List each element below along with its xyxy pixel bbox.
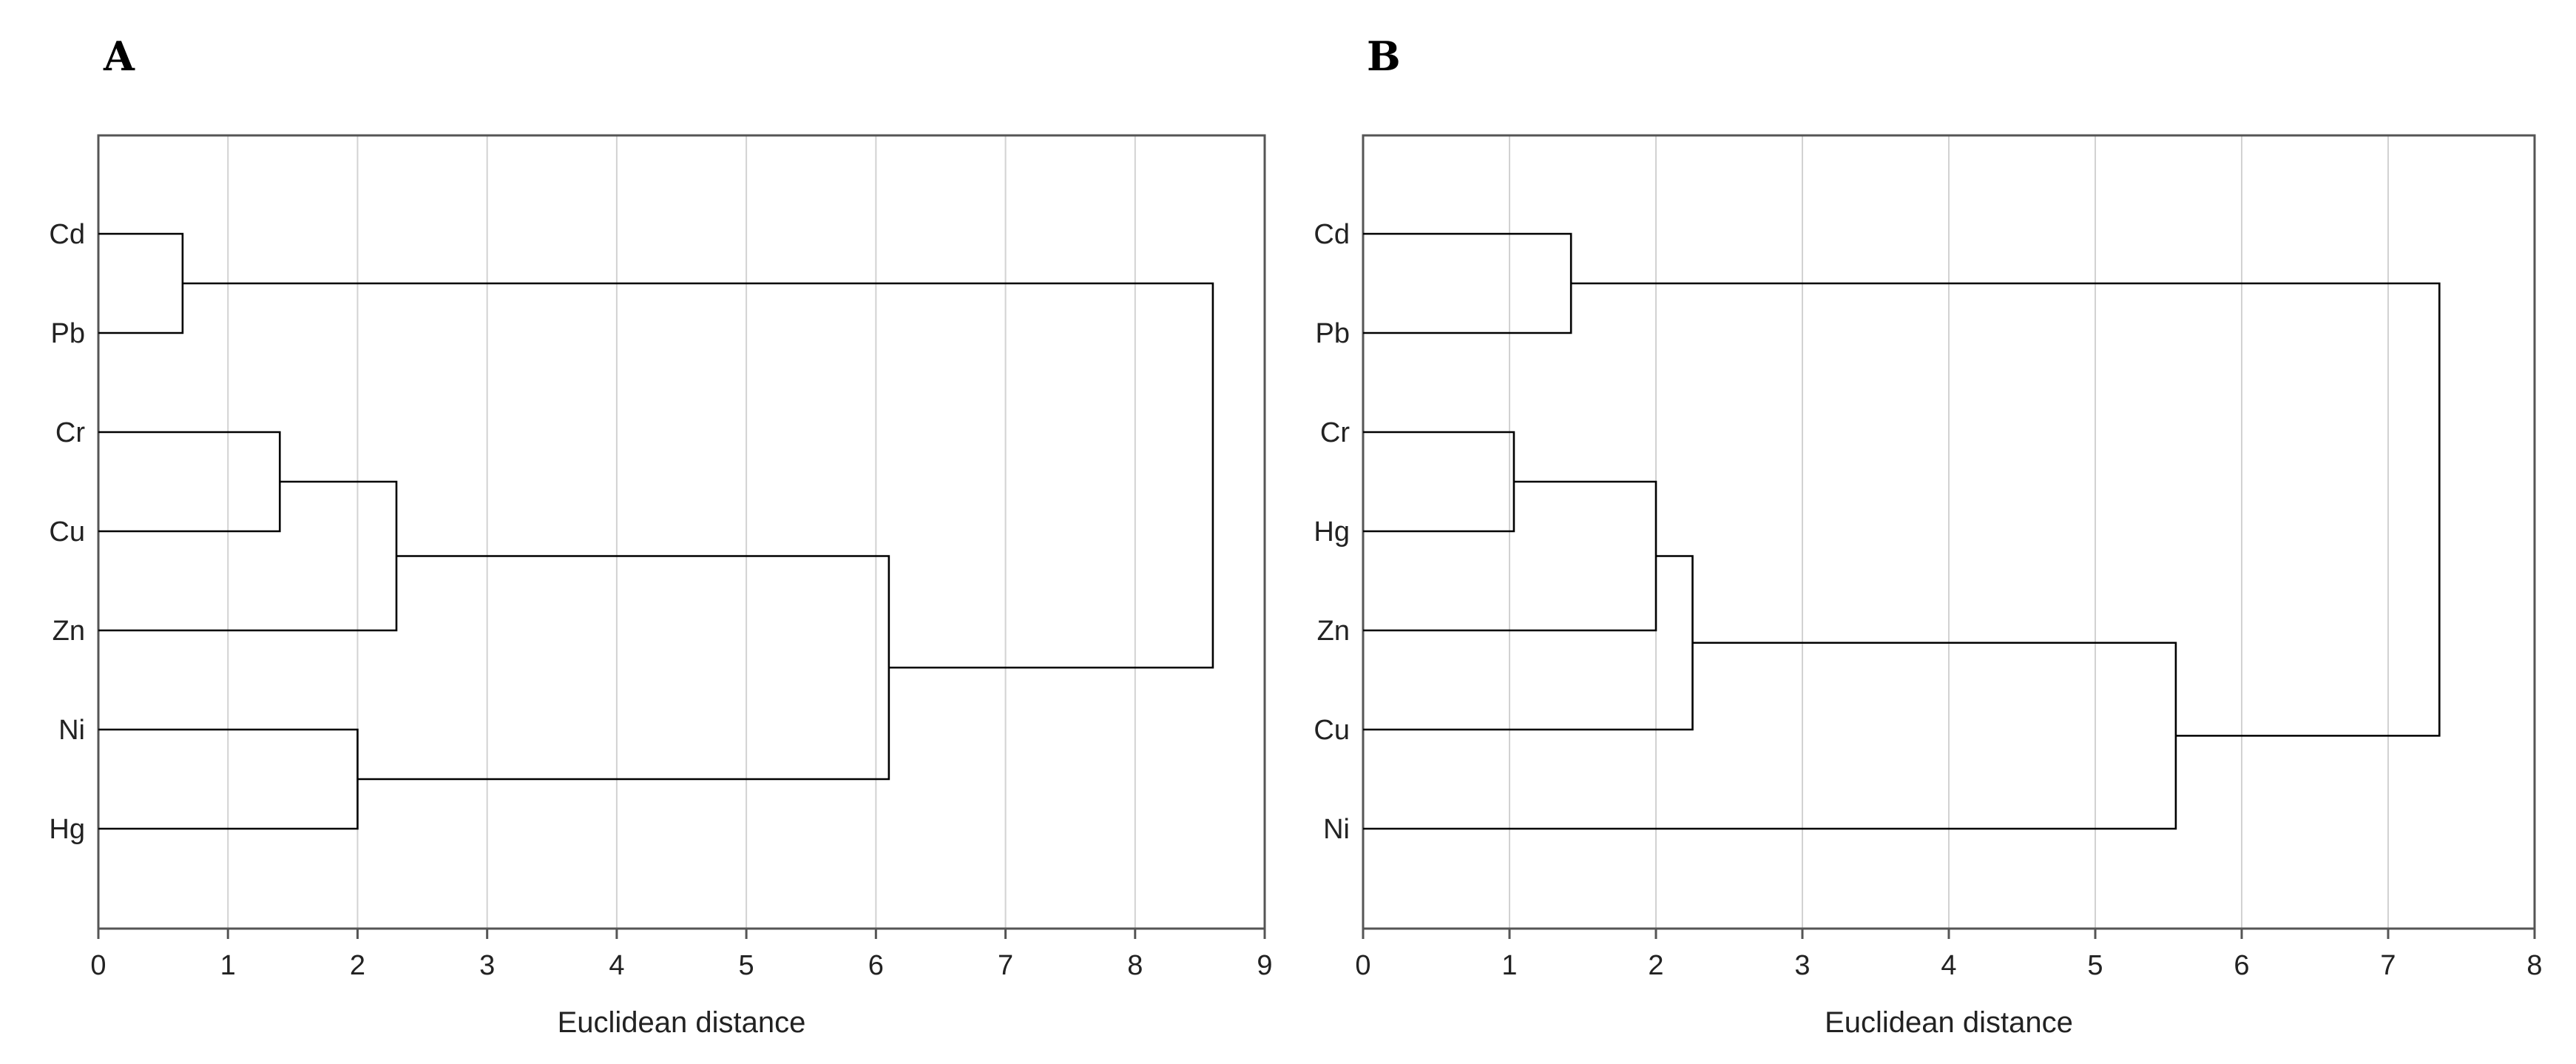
x-tick-label: 1 <box>1501 950 1517 981</box>
dendrogram-link <box>1363 555 1694 731</box>
x-tick-label: 6 <box>2234 950 2249 981</box>
leaf-label-hg: Hg <box>49 814 85 845</box>
x-tick-label: 2 <box>350 950 365 981</box>
leaf-label-cu: Cu <box>1314 715 1350 746</box>
x-tick-label: 9 <box>1257 950 1272 981</box>
x-tick-label: 4 <box>1941 950 1956 981</box>
leaf-label-pb: Pb <box>1316 318 1350 349</box>
panel-label-b: B <box>1367 33 1401 80</box>
x-tick-label: 4 <box>609 950 624 981</box>
leaf-label-pb: Pb <box>51 318 85 349</box>
dendrogram-panel-b: 0 1 2 3 4 5 6 7 8 Euclidean distance Cd Pb Cr Hg Zn Cu N… <box>1314 134 2543 1039</box>
x-tick-label: 1 <box>220 950 236 981</box>
x-tick-label: 3 <box>479 950 495 981</box>
x-tick-label: 8 <box>1127 950 1143 981</box>
leaf-label-cr: Cr <box>55 417 85 448</box>
leaf-label-zn: Zn <box>1317 616 1350 647</box>
x-tick-label: 2 <box>1648 950 1663 981</box>
leaf-label-hg: Hg <box>1314 516 1350 548</box>
x-tick-label: 5 <box>739 950 754 981</box>
leaf-label-cu: Cu <box>49 516 85 548</box>
x-tick-label: 6 <box>868 950 884 981</box>
leaf-label-cd: Cd <box>1314 219 1350 250</box>
leaf-label-cr: Cr <box>1320 417 1350 448</box>
dendrogram-link <box>98 232 184 334</box>
dendrogram-link <box>98 431 281 533</box>
x-tick-label: 5 <box>2087 950 2103 981</box>
dendrogram-link <box>1363 642 2177 830</box>
dendrogram-link <box>182 282 1214 669</box>
x-axis-title: Euclidean distance <box>558 1006 806 1039</box>
x-tick-label: 0 <box>1355 950 1370 981</box>
x-axis-title: Euclidean distance <box>1825 1006 2073 1039</box>
dendrogram-link <box>357 555 890 781</box>
x-tick-label: 3 <box>1794 950 1810 981</box>
dendrogram-link <box>98 728 359 830</box>
x-tick-label: 7 <box>998 950 1013 981</box>
leaf-label-ni: Ni <box>58 715 85 746</box>
leaf-label-cd: Cd <box>49 219 85 250</box>
dendrogram-link <box>98 480 398 632</box>
x-tick-label: 0 <box>90 950 106 981</box>
dendrogram-link <box>1363 431 1515 533</box>
dendrogram-link <box>1363 232 1572 334</box>
panel-label-a: A <box>103 33 135 80</box>
leaf-label-zn: Zn <box>53 616 85 647</box>
dendrogram-panel-a: 0 1 2 3 4 5 6 7 8 9 Euclidean distance Cd Pb Cr Cu Zn Ni… <box>49 134 1273 1039</box>
dendrogram-link <box>1571 282 2441 737</box>
leaf-label-ni: Ni <box>1323 814 1350 845</box>
x-tick-label: 7 <box>2380 950 2396 981</box>
x-tick-label: 8 <box>2526 950 2542 981</box>
